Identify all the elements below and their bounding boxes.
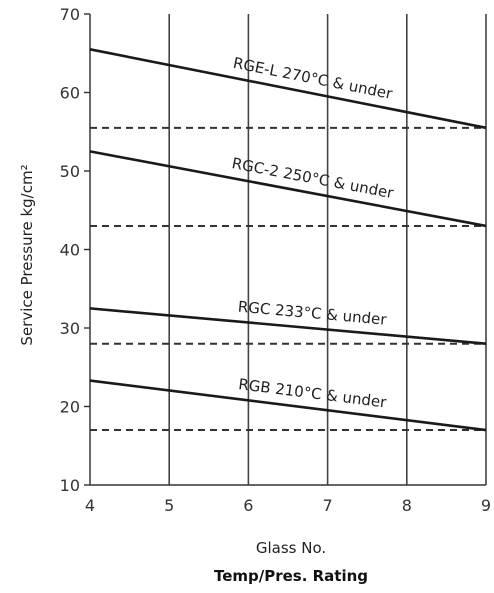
x-axis-title: Glass No. <box>256 539 326 557</box>
dashed-reference-layer <box>90 126 486 432</box>
series-label-2: RGC-2 250°C & under <box>230 154 395 202</box>
y-tick-label-60: 60 <box>60 84 80 103</box>
y-tick-label-10: 10 <box>60 476 80 495</box>
series-line-2 <box>89 150 487 228</box>
series-labels-layer: RGE-L 270°C & under RGC-2 250°C & under RG… <box>230 54 395 412</box>
series-label-1: RGE-L 270°C & under <box>232 54 395 103</box>
series-line-1 <box>89 48 487 130</box>
x-tick-label-5: 5 <box>164 496 174 515</box>
y-tick-label-70: 70 <box>60 5 80 24</box>
x-tick-label-7: 7 <box>323 496 333 515</box>
y-tick-label-20: 20 <box>60 398 80 417</box>
grid-layer <box>89 14 487 485</box>
y-tick-label-40: 40 <box>60 241 80 260</box>
x-tick-label-9: 9 <box>481 496 491 515</box>
series-line-4 <box>89 379 487 432</box>
x-tick-label-6: 6 <box>243 496 253 515</box>
y-tick-label-50: 50 <box>60 162 80 181</box>
series-lines-layer <box>89 48 487 432</box>
axis-layer <box>84 13 486 486</box>
x-axis-subtitle: Temp/Pres. Rating <box>214 567 368 585</box>
series-label-4: RGB 210°C & under <box>237 375 388 411</box>
x-tick-label-8: 8 <box>402 496 412 515</box>
series-line-3 <box>89 307 487 345</box>
tick-labels-layer: 10 20 30 40 50 60 70 4 5 6 7 8 9 <box>60 5 491 515</box>
y-axis-title: Service Pressure kg/cm² <box>18 164 36 345</box>
y-tick-label-30: 30 <box>60 319 80 338</box>
x-tick-label-4: 4 <box>85 496 95 515</box>
